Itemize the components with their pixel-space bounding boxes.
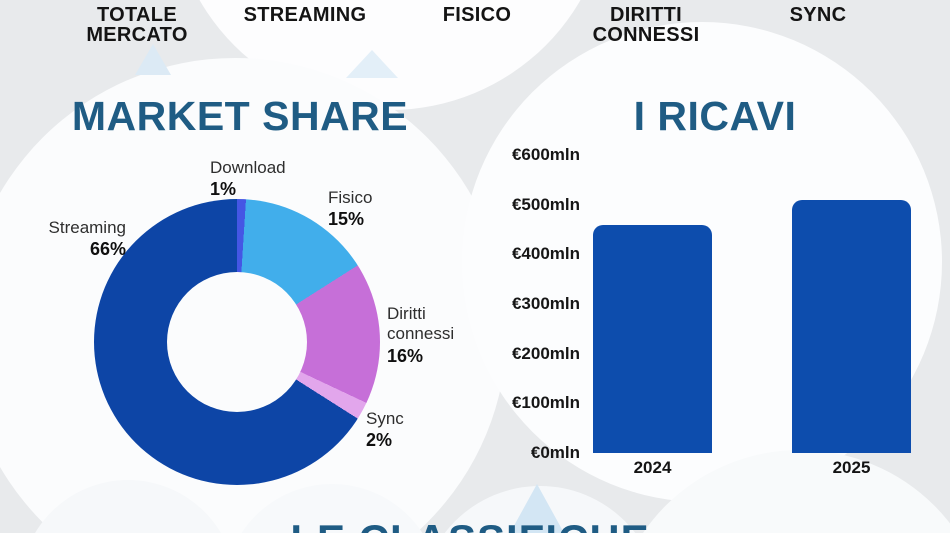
bar-rect-2025 bbox=[792, 200, 911, 453]
y-tick-label: €0mln bbox=[530, 443, 580, 462]
donut-hole bbox=[167, 272, 307, 412]
header-label-fisico: FISICO bbox=[442, 4, 512, 26]
y-tick-label: €500mln bbox=[511, 195, 580, 214]
segment-name: Download bbox=[210, 158, 286, 177]
segment-name: Sync bbox=[366, 409, 404, 428]
bg-triangle-icon bbox=[346, 50, 398, 78]
bar-2024: 2024 bbox=[593, 155, 712, 477]
y-tick-label: €300mln bbox=[511, 294, 580, 313]
bar-2025: 2025 bbox=[792, 155, 911, 477]
header-label-totale-mercato: TOTALE MERCATO bbox=[86, 4, 188, 46]
donut-chart bbox=[94, 199, 380, 485]
donut-label-fisico: Fisico 15% bbox=[328, 188, 372, 231]
market-share-title: MARKET SHARE bbox=[71, 93, 409, 139]
x-tick-label-2025: 2025 bbox=[832, 458, 871, 477]
y-axis: €600mln €500mln €400mln €300mln €200mln €100m… bbox=[480, 0, 580, 533]
segment-pct: 66% bbox=[89, 239, 126, 260]
donut-label-download: Download 1% bbox=[210, 158, 286, 201]
donut-label-streaming: Streaming 66% bbox=[28, 218, 126, 261]
segment-name: Fisico bbox=[328, 188, 373, 207]
footer-partial-title: LE CLASSIFICHE bbox=[290, 516, 649, 533]
y-tick-label: €200mln bbox=[511, 344, 580, 363]
ricavi-title: I RICAVI bbox=[633, 93, 797, 139]
bg-triangle-icon bbox=[510, 484, 564, 533]
segment-pct: 1% bbox=[210, 179, 237, 200]
header-label-diritti-connessi: DIRITTI CONNESSI bbox=[592, 4, 700, 46]
header-label-streaming: STREAMING bbox=[243, 4, 367, 26]
donut-label-diritti-connessi: Diritti connessi 16% bbox=[387, 304, 471, 367]
x-tick-label-2024: 2024 bbox=[633, 458, 672, 477]
header-label-sync: SYNC bbox=[789, 4, 847, 26]
segment-pct: 16% bbox=[387, 345, 424, 366]
segment-pct: 15% bbox=[328, 209, 365, 230]
y-tick-label: €100mln bbox=[511, 393, 580, 412]
y-tick-label: €400mln bbox=[511, 244, 580, 263]
segment-name: Streaming bbox=[48, 218, 126, 237]
bg-triangle-icon bbox=[135, 44, 171, 75]
donut-label-sync: Sync 2% bbox=[366, 409, 404, 452]
bar-rect-2024 bbox=[593, 225, 712, 453]
y-tick-label: €600mln bbox=[511, 145, 580, 164]
segment-name: Diritti connessi bbox=[387, 304, 455, 344]
segment-pct: 2% bbox=[366, 430, 393, 451]
